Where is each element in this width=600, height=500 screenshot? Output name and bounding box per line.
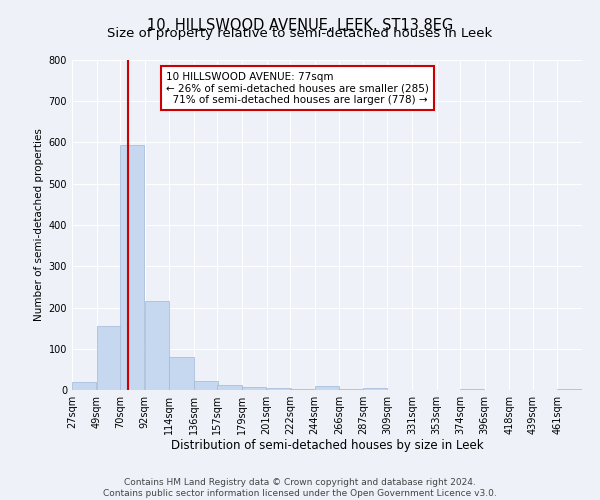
Text: 10, HILLSWOOD AVENUE, LEEK, ST13 8EG: 10, HILLSWOOD AVENUE, LEEK, ST13 8EG xyxy=(147,18,453,32)
Bar xyxy=(266,388,291,390)
Bar xyxy=(169,357,194,390)
Text: Contains HM Land Registry data © Crown copyright and database right 2024.
Contai: Contains HM Land Registry data © Crown c… xyxy=(103,478,497,498)
Bar xyxy=(194,381,218,390)
Bar xyxy=(72,382,97,390)
Bar xyxy=(340,389,364,390)
Bar xyxy=(363,388,387,390)
X-axis label: Distribution of semi-detached houses by size in Leek: Distribution of semi-detached houses by … xyxy=(170,438,484,452)
Bar xyxy=(314,386,339,390)
Bar xyxy=(120,146,145,390)
Bar xyxy=(242,386,266,390)
Y-axis label: Number of semi-detached properties: Number of semi-detached properties xyxy=(34,128,44,322)
Bar xyxy=(145,302,169,390)
Bar xyxy=(557,389,582,390)
Bar xyxy=(290,389,314,390)
Bar xyxy=(217,385,242,390)
Bar xyxy=(97,326,121,390)
Text: Size of property relative to semi-detached houses in Leek: Size of property relative to semi-detach… xyxy=(107,28,493,40)
Text: 10 HILLSWOOD AVENUE: 77sqm
← 26% of semi-detached houses are smaller (285)
  71%: 10 HILLSWOOD AVENUE: 77sqm ← 26% of semi… xyxy=(166,72,429,105)
Bar xyxy=(460,389,484,390)
